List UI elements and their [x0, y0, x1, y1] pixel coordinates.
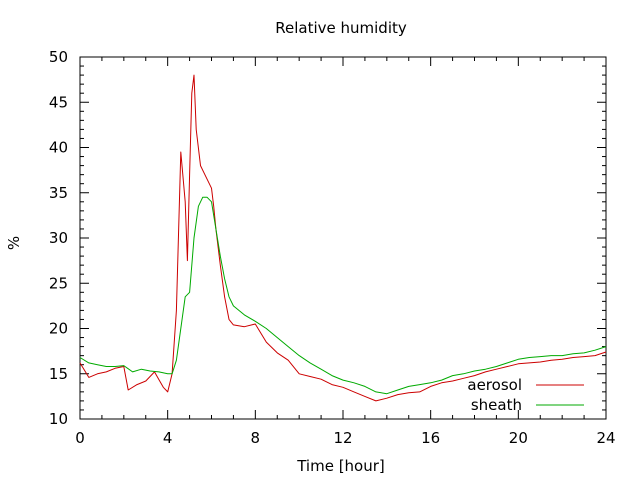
series-line-sheath [79, 196, 607, 395]
y-tick-label: 45 [49, 93, 68, 111]
y-tick-label: 15 [49, 365, 68, 383]
x-tick-label: 12 [333, 429, 352, 447]
x-tick-label: 16 [421, 429, 440, 447]
y-tick-label: 40 [49, 139, 68, 157]
y-tick-label: 25 [49, 274, 68, 292]
x-tick-label: 0 [75, 429, 85, 447]
axis-ticks: 0 4 8 12 16 20 24 10 15 20 25 30 35 40 45 50 [49, 48, 616, 447]
series-line-aerosol [79, 74, 607, 402]
plot-frame [79, 56, 607, 420]
legend-label-aerosol: aerosol [467, 376, 522, 394]
y-tick-label: 30 [49, 229, 68, 247]
x-axis-label: Time [hour] [296, 457, 385, 475]
y-tick-label: 35 [49, 184, 68, 202]
y-tick-label: 10 [49, 410, 68, 428]
x-tick-label: 24 [596, 429, 615, 447]
y-axis-label: % [5, 236, 23, 250]
y-tick-label: 50 [49, 48, 68, 66]
series-lines [79, 74, 607, 402]
x-tick-label: 8 [251, 429, 261, 447]
legend: aerosol sheath [467, 376, 584, 414]
legend-label-sheath: sheath [471, 396, 522, 414]
x-tick-label: 4 [163, 429, 173, 447]
y-tick-label: 20 [49, 320, 68, 338]
chart-title: Relative humidity [275, 19, 407, 37]
x-tick-label: 20 [509, 429, 528, 447]
